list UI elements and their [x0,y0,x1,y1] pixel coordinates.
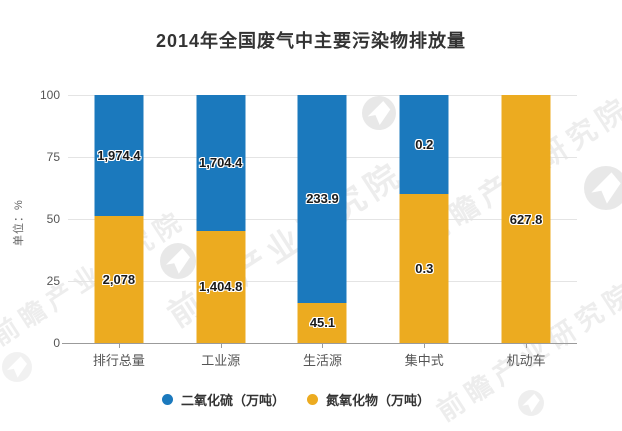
legend-item-1[interactable]: 二氧化硫（万吨） [161,390,285,409]
x-axis-line [62,343,577,344]
bar-value-label: 2,078 [102,271,136,287]
x-axis-tick [424,344,426,348]
plot-area: 1,974.4 2,078 1,704.4 1,404.8 233.9 45.1 0.2 0.… [68,95,577,348]
legend-label: 氮氧化物（万吨） [326,393,431,408]
bar-segment-so2: 1,974.4 [94,95,144,216]
legend-item-2[interactable]: 氮氧化物（万吨） [307,390,430,409]
y-tick-label: 75 [46,150,60,164]
stacked-bar: 627.8 [501,95,551,343]
y-tick-label: 0 [53,336,60,350]
x-axis-label: 生活源 [302,353,342,368]
y-tick-label: 25 [46,274,60,288]
qianzhan-logo-icon [584,166,622,215]
legend: 二氧化硫（万吨） 氮氧化物（万吨） [0,390,592,409]
bar-segment-nox: 627.8 [501,95,551,343]
stacked-bar: 0.2 0.3 [399,95,449,343]
bar-value-label: 0.3 [415,261,434,277]
chart-title: 2014年全国废气中主要污染物排放量 [155,31,467,51]
legend-dot [161,394,173,405]
legend-dot [307,394,318,405]
stacked-bar: 1,974.4 2,078 [94,95,144,343]
bar-segment-nox: 1,404.8 [196,230,246,343]
bar-value-label: 1,974.4 [97,147,141,163]
x-axis-label: 集中式 [404,353,444,368]
bar-value-label: 233.9 [306,191,339,207]
bar-slot-3: 233.9 45.1 [272,95,374,348]
x-axis-tick [220,344,222,348]
stacked-bar: 1,704.4 1,404.8 [196,95,246,343]
bar-value-label: 627.8 [509,211,543,227]
bar-value-label: 45.1 [309,315,336,331]
x-axis-label: 工业源 [201,353,241,368]
bar-segment-so2: 1,704.4 [196,95,246,231]
bar-segment-nox: 45.1 [297,302,347,343]
bar-value-label: 0.2 [415,137,434,153]
x-axis-label: 机动车 [506,353,546,368]
y-tick-label: 100 [39,88,60,102]
bar-slot-2: 1,704.4 1,404.8 [170,95,272,348]
x-axis-labels: 排行总量 工业源 生活源 集中式 机动车 [68,350,577,369]
bar-value-label: 1,404.8 [199,279,243,295]
x-axis-tick [526,344,528,348]
bar-segment-so2: 233.9 [297,95,347,303]
bar-slots: 1,974.4 2,078 1,704.4 1,404.8 233.9 45.1 0.2 0.… [68,95,577,348]
bar-segment-so2: 0.2 [399,95,449,195]
x-axis-tick [118,344,120,348]
y-axis-tick-labels: 100 75 50 25 0 [18,88,60,350]
y-tick-label: 50 [46,212,60,226]
bar-value-label: 1,704.4 [199,155,243,171]
bar-slot-4: 0.2 0.3 [373,95,475,348]
bar-segment-nox: 2,078 [94,215,144,343]
legend-label: 二氧化硫（万吨） [180,393,285,408]
bar-slot-1: 1,974.4 2,078 [68,95,170,348]
x-axis-tick [322,344,324,348]
bar-segment-nox: 0.3 [399,194,449,343]
x-axis-label: 排行总量 [92,353,145,368]
bar-slot-5: 627.8 [475,95,577,348]
stacked-bar: 233.9 45.1 [297,95,347,343]
qianzhan-logo-icon [2,352,32,387]
